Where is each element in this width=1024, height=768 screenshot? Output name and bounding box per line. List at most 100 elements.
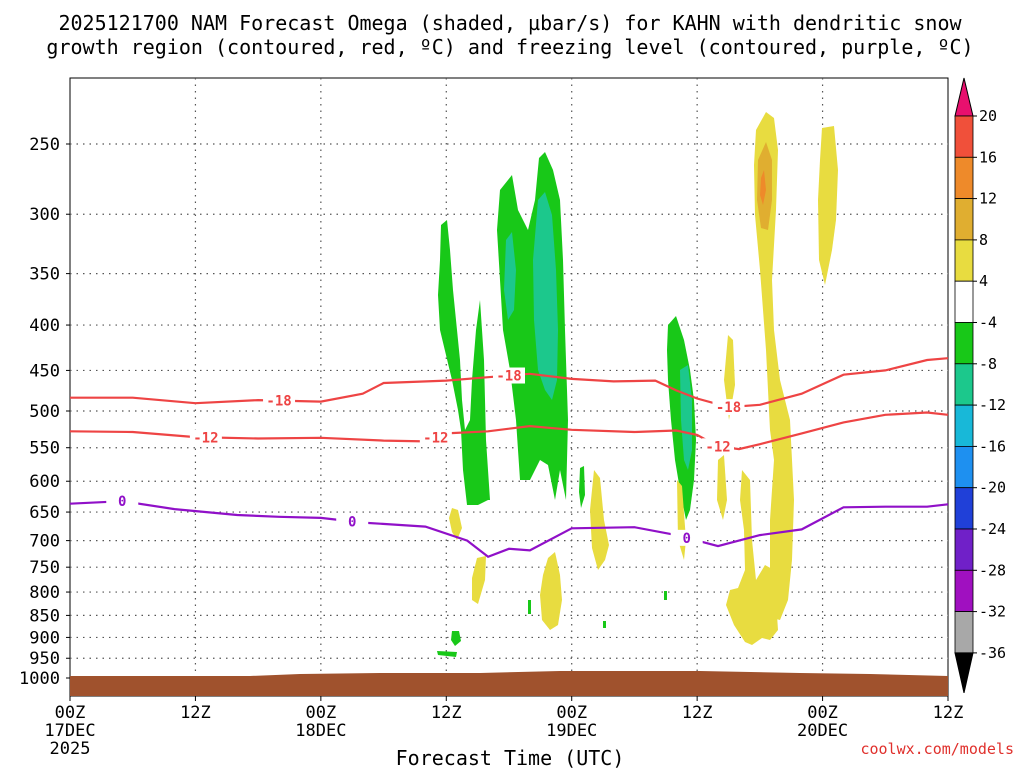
y-tick-label: 950	[29, 649, 60, 669]
colorbar-label: -4	[979, 314, 997, 332]
contour-label-bg	[263, 392, 296, 409]
x-tick-year: 2025	[50, 739, 91, 759]
contour-label-bg	[106, 493, 139, 510]
x-tick-date: 17DEC	[44, 721, 95, 741]
y-tick-label: 850	[29, 606, 60, 626]
colorbar-swatch	[954, 198, 974, 241]
colorbar-label: -20	[979, 479, 1006, 497]
plot-area: -18 -18 -18 -12 -12 -12 0 0 0	[69, 77, 949, 697]
ground-surface	[70, 671, 948, 696]
y-tick-label: 750	[29, 558, 60, 578]
colorbar-swatch	[954, 569, 974, 612]
colorbar-swatch	[954, 363, 974, 406]
colorbar-label: 20	[979, 107, 997, 125]
y-tick-label: 400	[29, 316, 60, 336]
x-tick-label: 12Z	[180, 703, 211, 723]
contour-label: -12	[423, 430, 448, 446]
x-tick-date: 18DEC	[295, 721, 346, 741]
colorbar-swatch	[954, 115, 974, 158]
y-tick-label: 700	[29, 532, 60, 552]
contour-label: -18	[496, 369, 521, 385]
colorbar-swatch	[954, 404, 974, 447]
x-tick-date: 20DEC	[797, 721, 848, 741]
y-tick-label: 650	[29, 503, 60, 523]
credit-text: coolwx.com/models	[860, 740, 1014, 758]
colorbar-swatch	[954, 611, 974, 654]
colorbar-label: -36	[979, 644, 1006, 662]
contour-label: 0	[118, 494, 126, 510]
contour-label: -18	[266, 394, 291, 410]
x-axis-label: Forecast Time (UTC)	[396, 746, 625, 768]
colorbar-label: -24	[979, 520, 1006, 538]
contour-label-bg	[189, 429, 222, 446]
colorbar-label: 8	[979, 231, 988, 249]
omega-region-yellow	[724, 335, 735, 420]
y-tick-label: 500	[29, 402, 60, 422]
y-tick-label: 450	[29, 361, 60, 381]
omega-region-yellow	[472, 556, 486, 604]
contour-label: 0	[682, 531, 690, 547]
omega-region-green	[438, 220, 490, 505]
x-tick-label: 00Z	[807, 703, 838, 723]
omega-region-green	[603, 621, 606, 628]
contour-label-bg	[493, 367, 525, 384]
colorbar-label: 12	[979, 190, 997, 208]
omega-region-green	[664, 591, 667, 600]
colorbar: 20 16 12 8 4 -4 -8 -12 -16 -20 -24 -28 -32 -36	[954, 77, 1006, 694]
omega-region-green	[437, 651, 457, 657]
colorbar-bottom-arrow	[954, 652, 974, 694]
omega-region-yellow	[754, 112, 794, 620]
x-tick-label: 12Z	[933, 703, 964, 723]
colorbar-swatch	[954, 445, 974, 489]
omega-shading	[437, 112, 838, 657]
colorbar-label: -32	[979, 603, 1006, 621]
omega-region-yellow	[818, 126, 838, 285]
omega-region-green	[579, 466, 585, 508]
x-tick-label: 00Z	[55, 703, 86, 723]
y-tick-label: 600	[29, 472, 60, 492]
x-tick-label: 12Z	[431, 703, 462, 723]
x-tick-label: 00Z	[556, 703, 587, 723]
colorbar-label: -16	[979, 437, 1006, 455]
colorbar-label: 16	[979, 148, 997, 166]
omega-region-yellow	[590, 470, 609, 570]
x-tick-label: 00Z	[305, 703, 336, 723]
y-tick-label: 350	[29, 265, 60, 285]
colorbar-swatch	[954, 239, 974, 282]
contour-label: -12	[193, 430, 218, 446]
x-tick-label: 12Z	[682, 703, 713, 723]
y-tick-label: 550	[29, 439, 60, 459]
colorbar-label: 4	[979, 272, 988, 290]
contour-label: -12	[705, 439, 730, 455]
omega-region-green	[528, 600, 531, 614]
omega-region-teal	[680, 365, 692, 470]
colorbar-swatch	[954, 156, 974, 200]
x-tick-date: 19DEC	[546, 721, 597, 741]
contour-line--12	[69, 411, 949, 451]
y-tick-label: 900	[29, 628, 60, 648]
omega-region-teal	[504, 232, 516, 320]
colorbar-label: -28	[979, 561, 1006, 579]
grid	[70, 78, 948, 696]
contour-label: 0	[348, 514, 356, 530]
omega-region-yellow	[717, 455, 727, 520]
omega-region-yellow	[540, 552, 562, 630]
y-tick-label: 250	[29, 135, 60, 155]
y-tick-label: 300	[29, 205, 60, 225]
omega-region-green	[451, 631, 461, 646]
colorbar-swatch	[954, 528, 974, 571]
omega-region-yellow	[449, 508, 462, 540]
contour-label: -18	[716, 400, 741, 416]
contour-label-bg	[702, 438, 735, 455]
colorbar-swatch	[954, 322, 974, 365]
colorbar-label: -8	[979, 355, 997, 373]
omega-region-red	[760, 170, 766, 205]
colorbar-swatch	[954, 280, 974, 323]
colorbar-label: -12	[979, 396, 1006, 414]
contour-label-bg	[336, 513, 369, 530]
contour-line-0	[69, 500, 949, 559]
chart-title-line1: 2025121700 NAM Forecast Omega (shaded, µ…	[58, 11, 962, 35]
contours: -18 -18 -18 -12 -12 -12 0 0 0	[69, 357, 949, 559]
